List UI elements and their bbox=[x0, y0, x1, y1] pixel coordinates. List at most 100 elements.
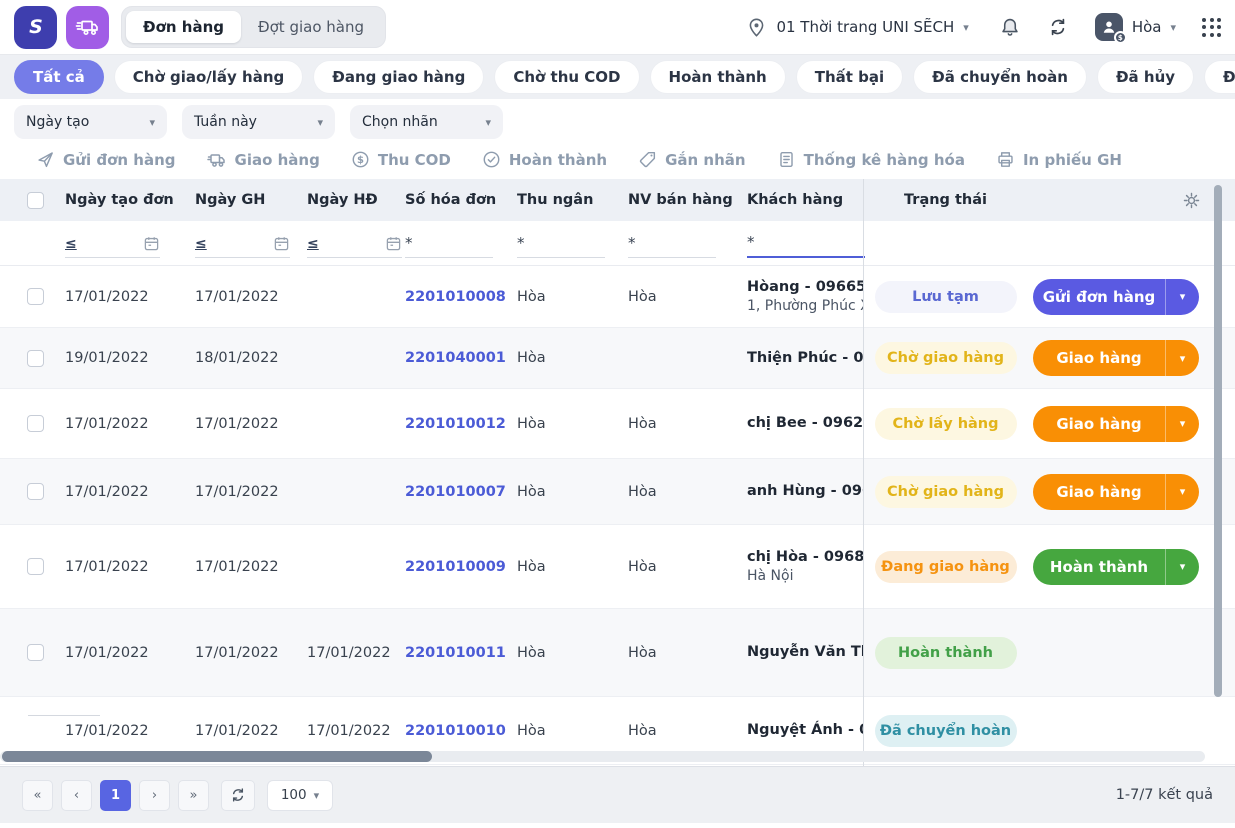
status-tab-that-bai[interactable]: Thất bại bbox=[795, 60, 904, 94]
svg-text:S: S bbox=[29, 16, 43, 38]
date-field-dropdown[interactable]: Ngày tạo ▾ bbox=[14, 105, 167, 139]
invoice-link[interactable]: 2201010009 bbox=[405, 558, 506, 575]
filter-seller-input[interactable]: * bbox=[628, 228, 716, 258]
page-size-select[interactable]: 100 ▾ bbox=[267, 779, 333, 811]
results-count: 1-7/7 kết quả bbox=[1115, 787, 1213, 803]
chevron-down-icon[interactable]: ▾ bbox=[1165, 405, 1199, 442]
calendar-icon[interactable] bbox=[385, 235, 402, 252]
product-stats-button[interactable]: Thống kê hàng hóa bbox=[777, 150, 965, 169]
filter-created-date-input[interactable]: ≤ bbox=[65, 228, 160, 258]
action-label: Gửi đơn hàng bbox=[1042, 287, 1156, 306]
wildcard-placeholder: * bbox=[405, 234, 413, 252]
row-action-button[interactable]: Giao hàng ▾ bbox=[1033, 473, 1199, 510]
print-delivery-slip-button[interactable]: In phiếu GH bbox=[996, 150, 1122, 169]
status-tab-dang-giao-hang[interactable]: Đang giao hàng bbox=[313, 60, 485, 94]
last-page-button[interactable]: » bbox=[178, 779, 209, 811]
cell-seller: Hòa bbox=[628, 558, 657, 575]
label-dropdown[interactable]: Chọn nhãn ▾ bbox=[350, 105, 503, 139]
current-page-button[interactable]: 1 bbox=[100, 779, 131, 811]
invoice-link[interactable]: 2201010012 bbox=[405, 415, 506, 432]
row-action-button[interactable]: Gửi đơn hàng ▾ bbox=[1033, 278, 1199, 315]
delivery-app-icon[interactable] bbox=[66, 5, 109, 49]
status-tab-da-huy[interactable]: Đã hủy bbox=[1096, 60, 1195, 94]
status-tab-da-thanh-toan[interactable]: Đã thanh toán bbox=[1204, 60, 1235, 94]
column-settings-gear-icon[interactable] bbox=[1182, 191, 1201, 210]
tab-dot-giao-hang[interactable]: Đợt giao hàng bbox=[258, 18, 365, 36]
status-tab-tat-ca[interactable]: Tất cả bbox=[14, 60, 104, 94]
status-tab-cho-giao-lay-hang[interactable]: Chờ giao/lấy hàng bbox=[113, 60, 304, 94]
filter-invoice-date-input[interactable]: ≤ bbox=[307, 228, 402, 258]
send-icon bbox=[36, 150, 55, 169]
complete-button[interactable]: Hoàn thành bbox=[482, 150, 607, 169]
user-menu[interactable]: $ Hòa ▾ bbox=[1094, 13, 1176, 44]
apps-grid-menu-button[interactable] bbox=[1202, 17, 1221, 37]
table-row[interactable]: 17/01/2022 17/01/2022 17/01/2022 2201010… bbox=[0, 697, 1235, 765]
cell-delivery-date: 17/01/2022 bbox=[195, 483, 279, 500]
cell-customer-name: Nguyệt Ánh - 09698 bbox=[747, 722, 863, 739]
table-row[interactable]: 17/01/2022 17/01/2022 17/01/2022 2201010… bbox=[0, 609, 1235, 697]
reload-results-button[interactable] bbox=[221, 779, 255, 811]
row-checkbox[interactable] bbox=[27, 349, 44, 367]
cell-customer-name: Hòang - 096652432 bbox=[747, 278, 863, 295]
filter-cashier-input[interactable]: * bbox=[517, 228, 605, 258]
row-checkbox[interactable] bbox=[27, 558, 44, 575]
lte-operator[interactable]: ≤ bbox=[307, 236, 319, 252]
sapo-logo-icon[interactable]: S bbox=[14, 5, 57, 49]
row-checkbox[interactable] bbox=[27, 288, 44, 305]
date-range-dropdown[interactable]: Tuần này ▾ bbox=[182, 105, 335, 139]
status-tab-hoan-thanh[interactable]: Hoàn thành bbox=[649, 60, 786, 94]
filter-customer-input[interactable]: * bbox=[747, 228, 865, 258]
invoice-link[interactable]: 2201010008 bbox=[405, 288, 506, 305]
lte-operator[interactable]: ≤ bbox=[65, 236, 77, 252]
row-action-button[interactable]: Giao hàng ▾ bbox=[1033, 340, 1199, 376]
select-all-checkbox[interactable] bbox=[27, 191, 44, 209]
send-orders-button[interactable]: Gửi đơn hàng bbox=[36, 150, 176, 169]
filter-delivery-date-input[interactable]: ≤ bbox=[195, 228, 290, 258]
chevron-down-icon[interactable]: ▾ bbox=[1165, 548, 1199, 585]
table-row[interactable]: 17/01/2022 17/01/2022 2201010007 Hòa Hòa… bbox=[0, 459, 1235, 525]
tab-don-hang[interactable]: Đơn hàng bbox=[126, 11, 241, 43]
prev-page-button[interactable]: ‹ bbox=[61, 779, 92, 811]
deliver-button[interactable]: Giao hàng bbox=[206, 150, 320, 170]
action-label: Giao hàng bbox=[1056, 349, 1142, 367]
row-checkbox[interactable] bbox=[27, 644, 44, 661]
add-label-button[interactable]: Gắn nhãn bbox=[638, 150, 746, 169]
filter-invoice-number-input[interactable]: * bbox=[405, 228, 493, 258]
cell-created-date: 17/01/2022 bbox=[65, 722, 149, 739]
chevron-down-icon[interactable]: ▾ bbox=[1165, 340, 1199, 376]
row-action-button[interactable]: Giao hàng ▾ bbox=[1033, 405, 1199, 442]
horizontal-scrollbar-thumb[interactable] bbox=[2, 751, 432, 762]
row-action-button[interactable]: Hoàn thành ▾ bbox=[1033, 548, 1199, 585]
table-row[interactable]: 17/01/2022 17/01/2022 2201010009 Hòa Hòa… bbox=[0, 525, 1235, 609]
dropdown-label: Ngày tạo bbox=[26, 114, 90, 130]
avatar: $ bbox=[1094, 13, 1127, 44]
collect-cod-button[interactable]: $ Thu COD bbox=[351, 150, 451, 169]
lte-operator[interactable]: ≤ bbox=[195, 236, 207, 252]
table-row[interactable]: 19/01/2022 18/01/2022 2201040001 Hòa Thi… bbox=[0, 328, 1235, 389]
invoice-link[interactable]: 2201010011 bbox=[405, 644, 506, 661]
table-row[interactable]: 17/01/2022 17/01/2022 2201010008 Hòa Hòa… bbox=[0, 266, 1235, 328]
calendar-icon[interactable] bbox=[143, 235, 160, 252]
row-checkbox[interactable] bbox=[27, 415, 44, 432]
invoice-link[interactable]: 2201010007 bbox=[405, 483, 506, 500]
sync-button[interactable] bbox=[1048, 17, 1068, 37]
cell-customer-name: anh Hùng - 096589 bbox=[747, 483, 863, 500]
vertical-scrollbar-thumb[interactable] bbox=[1214, 185, 1222, 697]
status-tab-cho-thu-cod[interactable]: Chờ thu COD bbox=[494, 60, 640, 94]
status-badge: Đang giao hàng bbox=[874, 550, 1017, 583]
table-row[interactable]: 17/01/2022 17/01/2022 2201010012 Hòa Hòa… bbox=[0, 389, 1235, 459]
status-tab-da-chuyen-hoan[interactable]: Đã chuyển hoàn bbox=[913, 60, 1087, 94]
invoice-link[interactable]: 2201040001 bbox=[405, 350, 506, 366]
wildcard-placeholder: * bbox=[517, 234, 525, 252]
store-selector[interactable]: 01 Thời trang UNI SẼCH ▾ bbox=[746, 17, 969, 38]
notification-bell-button[interactable] bbox=[999, 16, 1021, 39]
cell-invoice-date: 17/01/2022 bbox=[307, 722, 391, 739]
next-page-button[interactable]: › bbox=[139, 779, 170, 811]
chevron-down-icon[interactable]: ▾ bbox=[1165, 473, 1199, 510]
horizontal-scrollbar[interactable] bbox=[0, 751, 1205, 762]
row-checkbox[interactable] bbox=[27, 483, 44, 500]
calendar-icon[interactable] bbox=[273, 235, 290, 252]
first-page-button[interactable]: « bbox=[22, 779, 53, 811]
chevron-down-icon[interactable]: ▾ bbox=[1165, 278, 1199, 315]
invoice-link[interactable]: 2201010010 bbox=[405, 722, 506, 739]
